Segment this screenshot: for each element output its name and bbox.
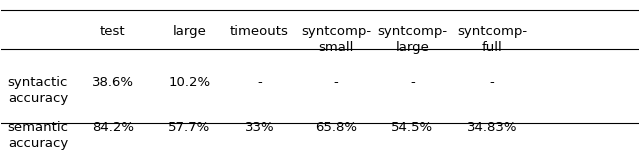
Text: large: large (172, 25, 206, 38)
Text: 33%: 33% (244, 121, 275, 134)
Text: test: test (100, 25, 125, 38)
Text: 54.5%: 54.5% (391, 121, 433, 134)
Text: -: - (333, 76, 339, 89)
Text: semantic
accuracy: semantic accuracy (8, 121, 68, 150)
Text: 38.6%: 38.6% (92, 76, 134, 89)
Text: timeouts: timeouts (230, 25, 289, 38)
Text: syntcomp-
full: syntcomp- full (457, 25, 527, 54)
Text: 65.8%: 65.8% (315, 121, 357, 134)
Text: syntcomp-
large: syntcomp- large (378, 25, 447, 54)
Text: 34.83%: 34.83% (467, 121, 517, 134)
Text: -: - (410, 76, 415, 89)
Text: syntcomp-
small: syntcomp- small (301, 25, 371, 54)
Text: -: - (257, 76, 262, 89)
Text: 84.2%: 84.2% (92, 121, 134, 134)
Text: 57.7%: 57.7% (168, 121, 211, 134)
Text: 10.2%: 10.2% (168, 76, 211, 89)
Text: syntactic
accuracy: syntactic accuracy (8, 76, 68, 105)
Text: -: - (490, 76, 495, 89)
